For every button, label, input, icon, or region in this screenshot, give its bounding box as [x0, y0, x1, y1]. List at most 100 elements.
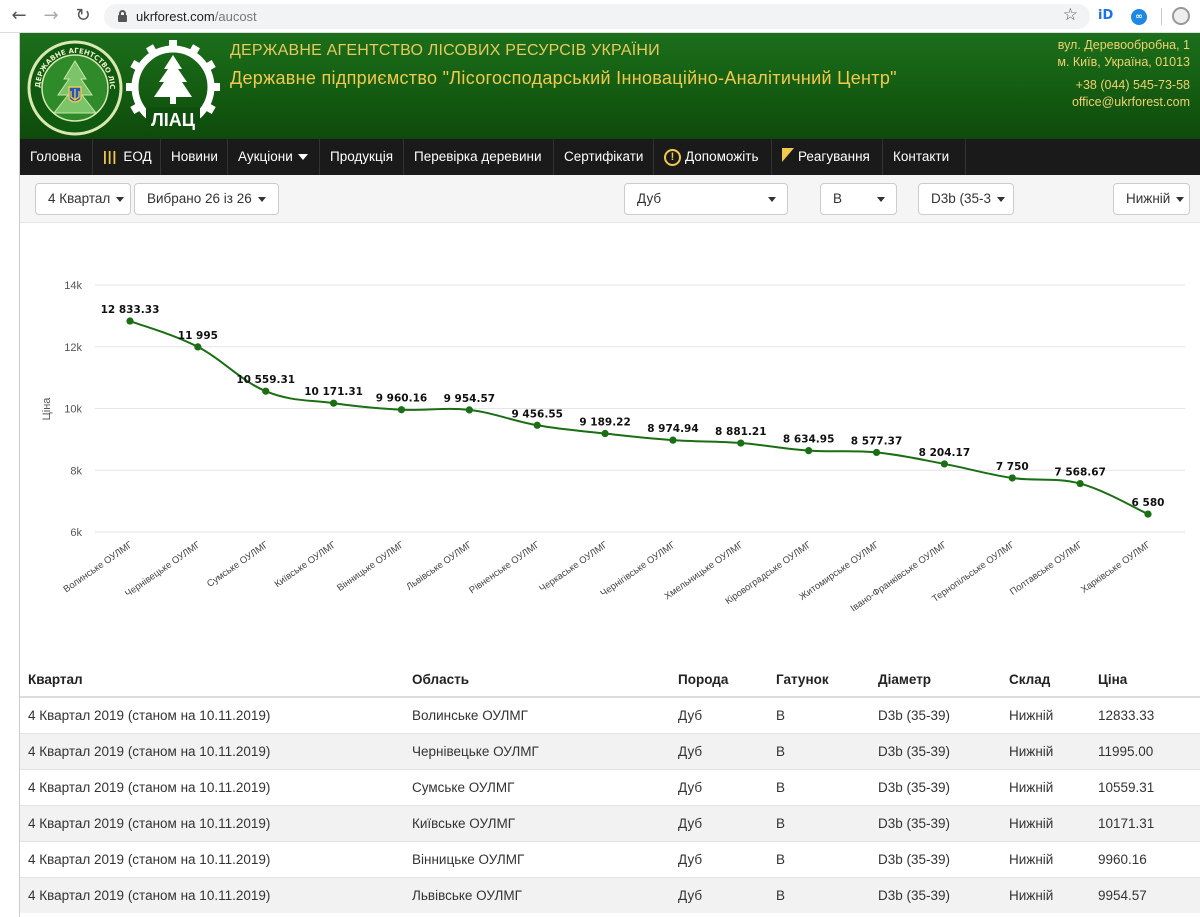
table-cell: 4 Квартал 2019 (станом на 10.11.2019)	[20, 696, 404, 733]
nav-news[interactable]: Новини	[161, 139, 228, 175]
table-cell: 10559.31	[1090, 768, 1200, 805]
table-cell: B	[768, 840, 870, 877]
column-header[interactable]: Ціна	[1090, 663, 1200, 698]
address-bar[interactable]: ukrforest.com/aucost ☆	[104, 4, 1090, 29]
table-cell: 4 Квартал 2019 (станом на 10.11.2019)	[20, 768, 404, 805]
x-tick-label: Рівненське ОУЛМГ	[467, 539, 542, 596]
nav-wood-check-label: Перевірка деревини	[414, 149, 542, 164]
column-header[interactable]: Порода	[670, 663, 768, 698]
extension-sync-icon[interactable]: ∞	[1131, 9, 1147, 25]
address-line-1: вул. Деревообробна, 1	[1057, 38, 1190, 52]
column-header[interactable]: Гатунок	[768, 663, 870, 698]
table-cell: Дуб	[670, 840, 768, 877]
email-link[interactable]: office@ukrforest.com	[1071, 95, 1190, 109]
data-label: 10 559.31	[236, 374, 295, 386]
diameter-dropdown[interactable]: D3b (35-3	[918, 183, 1014, 215]
data-label: 8 204.17	[919, 447, 970, 459]
table-row: 4 Квартал 2019 (станом на 10.11.2019) Вол…	[20, 696, 1200, 733]
region-multiselect[interactable]: Вибрано 26 із 26	[134, 183, 279, 215]
table-cell: Дуб	[670, 732, 768, 769]
table-cell: Нижній	[1001, 804, 1090, 841]
data-point	[940, 460, 949, 468]
table-cell: B	[768, 768, 870, 805]
data-point	[1144, 510, 1152, 518]
phone-number[interactable]: +38 (044) 545-73-58	[1075, 78, 1190, 92]
y-tick-label: 14k	[64, 280, 82, 292]
table-cell: 9954.57	[1090, 876, 1200, 913]
agency-emblem-logo[interactable]: ДЕРЖАВНЕ АГЕНТСТВО ЛІСОВИХ РЕСУРСІВ	[26, 39, 124, 137]
y-tick-label: 8k	[70, 465, 82, 477]
url-text: ukrforest.com/aucost	[136, 9, 257, 24]
grade-value: B	[833, 191, 843, 206]
forward-arrow-icon[interactable]: →	[43, 5, 59, 26]
address-line-2: м. Київ, Україна, 01013	[1057, 55, 1190, 69]
caret-down-icon	[257, 196, 266, 202]
region-selected-value: Вибрано 26 із 26	[147, 191, 252, 206]
liac-gear-logo[interactable]: ЛІАЦ	[124, 37, 222, 137]
table-cell: D3b (35-39)	[870, 840, 1001, 877]
y-axis-title: Ціна	[41, 397, 53, 421]
back-arrow-icon[interactable]: ←	[11, 5, 27, 26]
table-cell: 4 Квартал 2019 (станом на 10.11.2019)	[20, 732, 404, 769]
data-label: 12 833.33	[101, 304, 160, 316]
data-label: 7 750	[996, 461, 1029, 473]
y-tick-label: 6k	[70, 527, 82, 539]
column-header[interactable]: Область	[404, 663, 670, 698]
nav-contacts[interactable]: Контакти	[883, 139, 966, 175]
quarter-dropdown[interactable]: 4 Квартал	[35, 183, 131, 215]
nav-wood-check[interactable]: Перевірка деревини	[404, 139, 554, 175]
table-cell: B	[768, 732, 870, 769]
table-cell: 12833.33	[1090, 696, 1200, 733]
extension-id-icon[interactable]: iD	[1098, 8, 1114, 23]
table-cell: 9960.16	[1090, 840, 1200, 877]
caret-down-icon	[116, 196, 125, 202]
table-row: 4 Квартал 2019 (станом на 10.11.2019) Сум…	[20, 768, 1200, 805]
table-cell: Дуб	[670, 696, 768, 733]
column-header[interactable]: Квартал	[20, 663, 404, 698]
grade-select[interactable]: B	[820, 183, 897, 215]
price-line-chart: 6k 8k 10k 12k 14k Ціна 12 833.33 Волинське ОУЛМ…	[41, 280, 1185, 614]
table-cell: 4 Квартал 2019 (станом на 10.11.2019)	[20, 876, 404, 913]
column-header[interactable]: Діаметр	[870, 663, 1001, 698]
y-tick-label: 10k	[64, 404, 82, 416]
bookmark-star-icon[interactable]: ☆	[1062, 5, 1078, 25]
column-header[interactable]: Склад	[1001, 663, 1090, 698]
table-cell: D3b (35-39)	[870, 696, 1001, 733]
table-row: 4 Квартал 2019 (станом на 10.11.2019) Киї…	[20, 804, 1200, 841]
table-cell: 10171.31	[1090, 804, 1200, 841]
x-tick-label: Вінницьке ОУЛМГ	[335, 539, 406, 593]
data-label: 9 960.16	[376, 393, 427, 405]
url-path: /aucost	[214, 9, 257, 24]
data-label: 6 580	[1132, 497, 1165, 509]
table-cell: B	[768, 804, 870, 841]
data-point	[872, 448, 881, 457]
data-label: 9 189.22	[579, 417, 630, 429]
nav-products[interactable]: Продукція	[320, 139, 404, 175]
reload-icon[interactable]: ↻	[75, 5, 91, 26]
price-chart: 6k 8k 10k 12k 14k Ціна 12 833.33 Волинське ОУЛМ…	[20, 223, 1200, 663]
nav-response[interactable]: Реагування	[772, 139, 883, 175]
company-title: Державне підприємство "Лісогосподарський…	[230, 68, 897, 88]
table-cell: Волинське ОУЛМГ	[404, 696, 670, 733]
nav-auctions[interactable]: Аукціони	[228, 139, 320, 175]
data-label: 8 634.95	[783, 434, 834, 446]
caret-down-icon	[768, 197, 776, 202]
profile-avatar-icon[interactable]	[1172, 7, 1190, 25]
data-point	[737, 439, 745, 447]
table-cell: Сумське ОУЛМГ	[404, 768, 670, 805]
site-header: ДЕРЖАВНЕ АГЕНТСТВО ЛІСОВИХ РЕСУРСІВ	[20, 33, 1200, 139]
data-point	[1008, 474, 1016, 482]
nav-home[interactable]: Головна	[20, 139, 93, 175]
x-tick-label: Волинське ОУЛМГ	[62, 539, 135, 595]
nav-certificates[interactable]: Сертифікати	[554, 139, 654, 175]
table-cell: Львівське ОУЛМГ	[404, 876, 670, 913]
species-select[interactable]: Дуб	[624, 183, 788, 215]
nav-eod[interactable]: ||| ЕОД	[93, 139, 161, 175]
caret-down-icon	[297, 154, 308, 161]
data-point	[330, 399, 338, 407]
nav-help[interactable]: ! Допоможіть	[654, 139, 772, 175]
table-cell: Нижній	[1001, 840, 1090, 877]
x-tick-label: Сумське ОУЛМГ	[205, 539, 270, 589]
x-tick-label: Полтавське ОУЛМГ	[1008, 539, 1085, 597]
warehouse-dropdown[interactable]: Нижній	[1113, 183, 1190, 215]
